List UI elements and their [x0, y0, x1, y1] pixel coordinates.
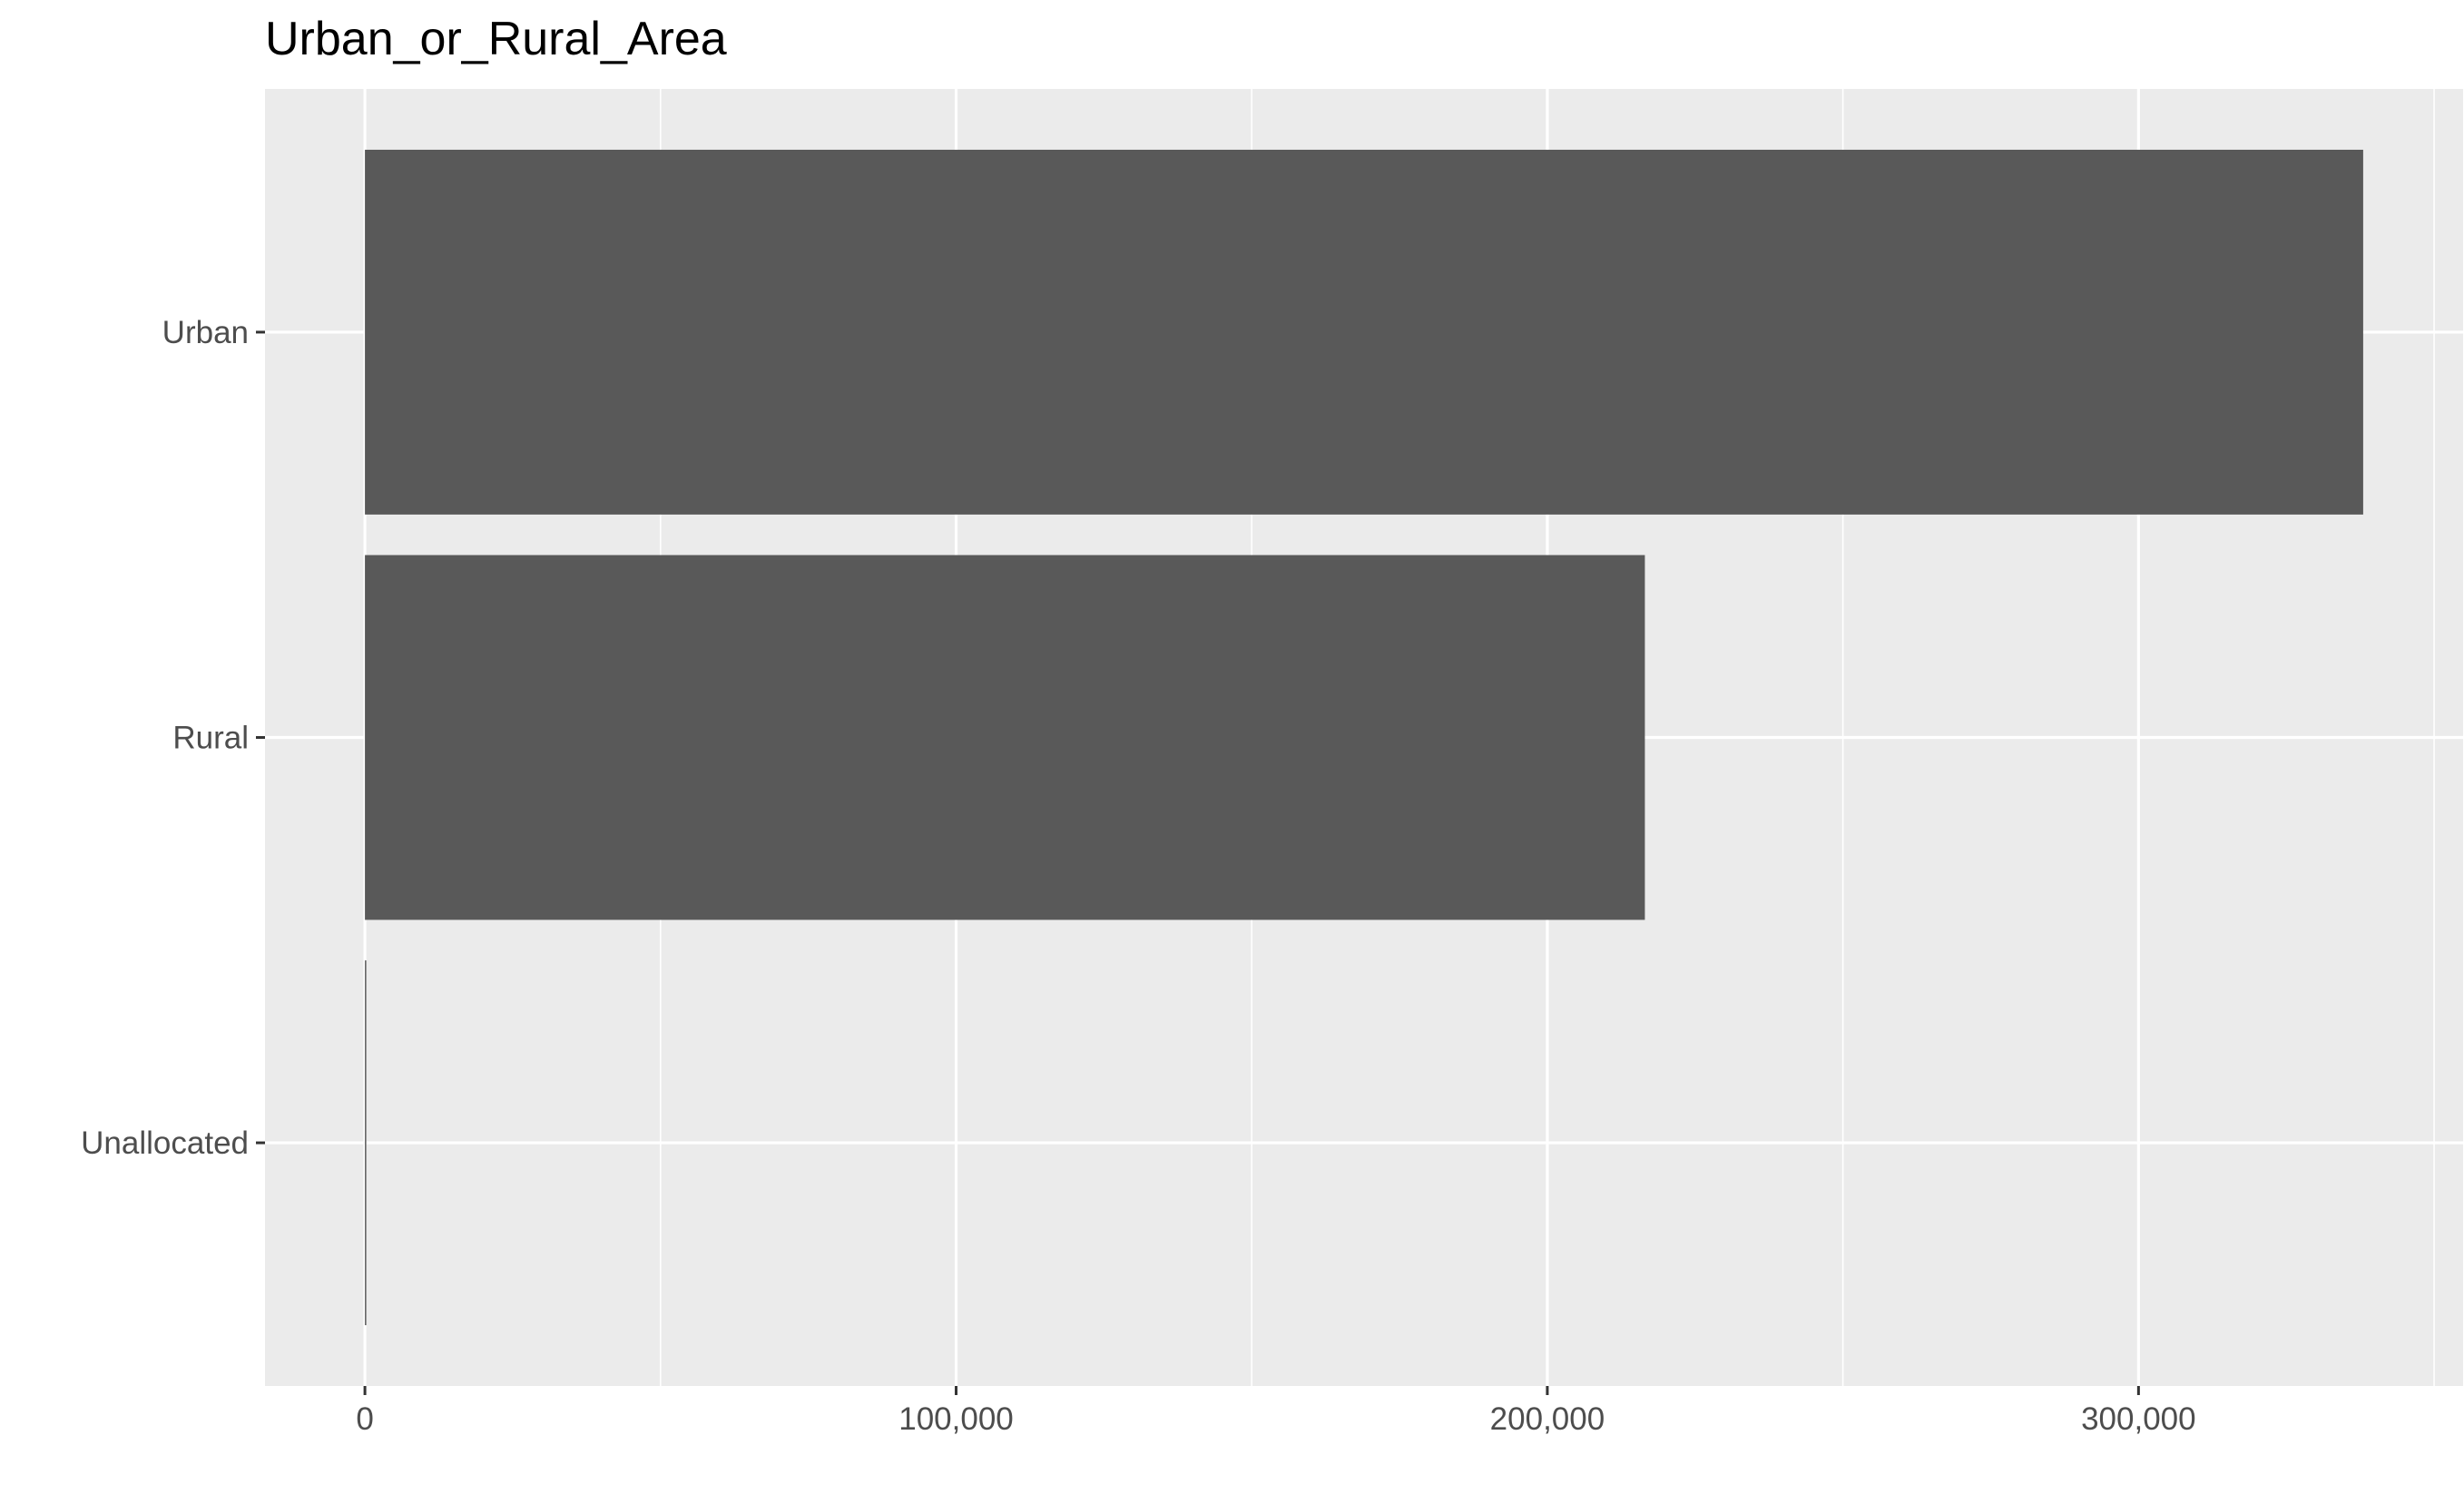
x-tick-label: 300,000 [2081, 1401, 2196, 1437]
y-tick-label-urban: Urban [162, 315, 249, 350]
chart-title: Urban_or_Rural_Area [265, 13, 727, 65]
bar-urban [365, 149, 2363, 515]
x-axis: 0 100,000 200,000 300,000 [356, 1386, 2196, 1437]
bar-unallocated [365, 960, 367, 1326]
y-tick-label-rural: Rural [172, 721, 249, 756]
y-tick-label-unallocated: Unallocated [81, 1125, 249, 1161]
bar-rural [365, 555, 1645, 920]
x-tick-label: 200,000 [1490, 1401, 1605, 1437]
bars [365, 149, 2363, 1326]
x-tick-label: 0 [356, 1401, 373, 1437]
y-axis: Urban Rural Unallocated [81, 315, 265, 1161]
x-tick-label: 100,000 [898, 1401, 1014, 1437]
